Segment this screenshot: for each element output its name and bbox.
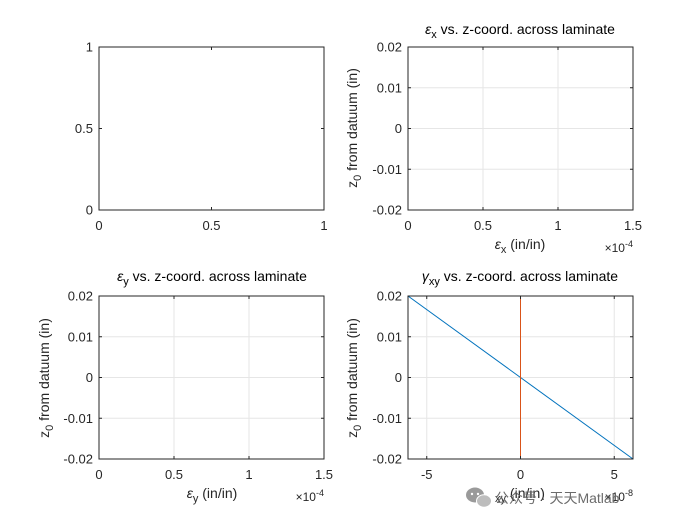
y-tick-label: -0.02 bbox=[63, 452, 93, 467]
x-tick-label: -5 bbox=[421, 467, 433, 482]
x-tick-labels: 0 0.5 1 bbox=[95, 218, 327, 233]
x-tick-labels: 0 0.5 1 1.5 bbox=[404, 218, 642, 233]
y-axis-label: z0 from datuum (in) bbox=[344, 68, 364, 188]
x-tick-label: 5 bbox=[611, 467, 618, 482]
plot-title: εy vs. z-coord. across laminate bbox=[117, 268, 307, 288]
y-tick-labels: -0.02 -0.01 0 0.01 0.02 bbox=[372, 40, 402, 218]
x-exponent-base: ×10 bbox=[605, 490, 626, 504]
x-tick-label: 1 bbox=[320, 218, 327, 233]
y-axis-label: z0 from datuum (in) bbox=[36, 318, 56, 438]
x-axis-text: (in/in) bbox=[506, 485, 545, 501]
x-tick-label: 0.5 bbox=[165, 467, 183, 482]
x-axis-subscript: y bbox=[193, 493, 199, 505]
x-exponent-base: ×10 bbox=[296, 490, 317, 504]
subplot-empty: 0 0.5 1 00.51 bbox=[75, 40, 328, 234]
x-tick-label: 0 bbox=[95, 218, 102, 233]
y-axis-label: z0 from datuum (in) bbox=[344, 318, 364, 438]
y-tick-label: 0 bbox=[86, 370, 93, 385]
tick-marks bbox=[408, 295, 633, 460]
wechat-icon bbox=[466, 487, 492, 508]
y-axis-text: from datuum (in) bbox=[344, 318, 360, 425]
y-tick-label: -0.02 bbox=[372, 452, 402, 467]
y-axis-text: from datuum (in) bbox=[36, 318, 52, 425]
x-axis-label: εy (in/in) bbox=[187, 485, 238, 505]
x-tick-labels: -5 0 5 bbox=[421, 467, 618, 482]
y-tick-label: 0.5 bbox=[75, 121, 93, 136]
y-tick-label: -0.01 bbox=[372, 411, 402, 426]
x-tick-label: 0.5 bbox=[202, 218, 220, 233]
x-tick-label: 1 bbox=[554, 218, 561, 233]
y-tick-labels: -0.02 -0.01 0 0.01 0.02 bbox=[372, 289, 402, 467]
title-text: vs. z-coord. across laminate bbox=[440, 268, 618, 284]
y-axis-symbol: z bbox=[344, 181, 360, 188]
y-tick-label: 0.01 bbox=[377, 329, 402, 344]
y-tick-label: 0 bbox=[395, 121, 402, 136]
x-tick-label: 1.5 bbox=[624, 218, 642, 233]
x-tick-label: 0 bbox=[517, 467, 524, 482]
x-tick-label: 0 bbox=[95, 467, 102, 482]
tick-marks bbox=[407, 46, 634, 211]
title-text: vs. z-coord. across laminate bbox=[437, 21, 615, 37]
x-tick-label: 1 bbox=[245, 467, 252, 482]
y-tick-label: -0.01 bbox=[63, 411, 93, 426]
x-axis-symbol: ε bbox=[495, 236, 502, 252]
watermark: 公众号 · 天天Matlab bbox=[466, 487, 620, 508]
x-axis-text: (in/in) bbox=[506, 236, 545, 252]
watermark-text: 公众号 · 天天Matlab bbox=[495, 490, 620, 506]
y-axis-subscript: 0 bbox=[352, 175, 364, 181]
y-tick-label: 1 bbox=[86, 40, 93, 55]
title-subscript: xy bbox=[429, 276, 441, 288]
y-tick-label: 0.02 bbox=[377, 40, 402, 55]
x-tick-label: 0 bbox=[404, 218, 411, 233]
x-tick-labels: 0 0.5 1 1.5 bbox=[95, 467, 333, 482]
y-axis-symbol: z bbox=[36, 431, 52, 438]
y-axis-subscript: 0 bbox=[352, 425, 364, 431]
y-tick-label: 0.02 bbox=[68, 289, 93, 304]
y-tick-label: 0.02 bbox=[377, 289, 402, 304]
y-tick-label: 0 bbox=[395, 370, 402, 385]
y-tick-label: 0.01 bbox=[68, 329, 93, 344]
y-tick-labels: 00.51 bbox=[75, 40, 93, 218]
y-axis-text: from datuum (in) bbox=[344, 68, 360, 175]
x-exponent-label: ×10-8 bbox=[605, 488, 633, 504]
y-axis-subscript: 0 bbox=[44, 425, 56, 431]
y-tick-label: -0.02 bbox=[372, 203, 402, 218]
y-tick-labels: -0.02 -0.01 0 0.01 0.02 bbox=[63, 289, 93, 467]
title-symbol: γ bbox=[422, 268, 430, 284]
title-symbol: ε bbox=[425, 21, 432, 37]
y-axis-symbol: z bbox=[344, 431, 360, 438]
x-exponent-power: -4 bbox=[625, 239, 633, 249]
x-axis-label: εx (in/in) bbox=[495, 236, 546, 256]
tick-marks bbox=[98, 295, 325, 460]
plot-title: εx vs. z-coord. across laminate bbox=[425, 21, 615, 41]
y-tick-label: 0 bbox=[86, 203, 93, 218]
x-exponent-power: -4 bbox=[316, 488, 324, 498]
x-tick-label: 0.5 bbox=[474, 218, 492, 233]
x-axis-label: xy (in/in) bbox=[495, 485, 545, 505]
tick-marks bbox=[98, 46, 325, 211]
title-symbol: ε bbox=[117, 268, 124, 284]
title-text: vs. z-coord. across laminate bbox=[129, 268, 307, 284]
x-axis-subscript: xy bbox=[495, 493, 507, 505]
x-exponent-base: ×10 bbox=[605, 241, 626, 255]
x-exponent-power: -8 bbox=[625, 488, 633, 498]
x-exponent-label: ×10-4 bbox=[605, 239, 633, 255]
x-tick-label: 1.5 bbox=[315, 467, 333, 482]
x-exponent-label: ×10-4 bbox=[296, 488, 324, 504]
title-subscript: x bbox=[431, 29, 437, 41]
y-tick-label: 0.01 bbox=[377, 80, 402, 95]
title-subscript: y bbox=[123, 276, 129, 288]
x-axis-text: (in/in) bbox=[198, 485, 237, 501]
plot-title: γxy vs. z-coord. across laminate bbox=[422, 268, 618, 288]
x-axis-subscript: x bbox=[501, 244, 507, 256]
x-axis-symbol: ε bbox=[187, 485, 194, 501]
series-group bbox=[407, 295, 634, 460]
y-tick-label: -0.01 bbox=[372, 162, 402, 177]
